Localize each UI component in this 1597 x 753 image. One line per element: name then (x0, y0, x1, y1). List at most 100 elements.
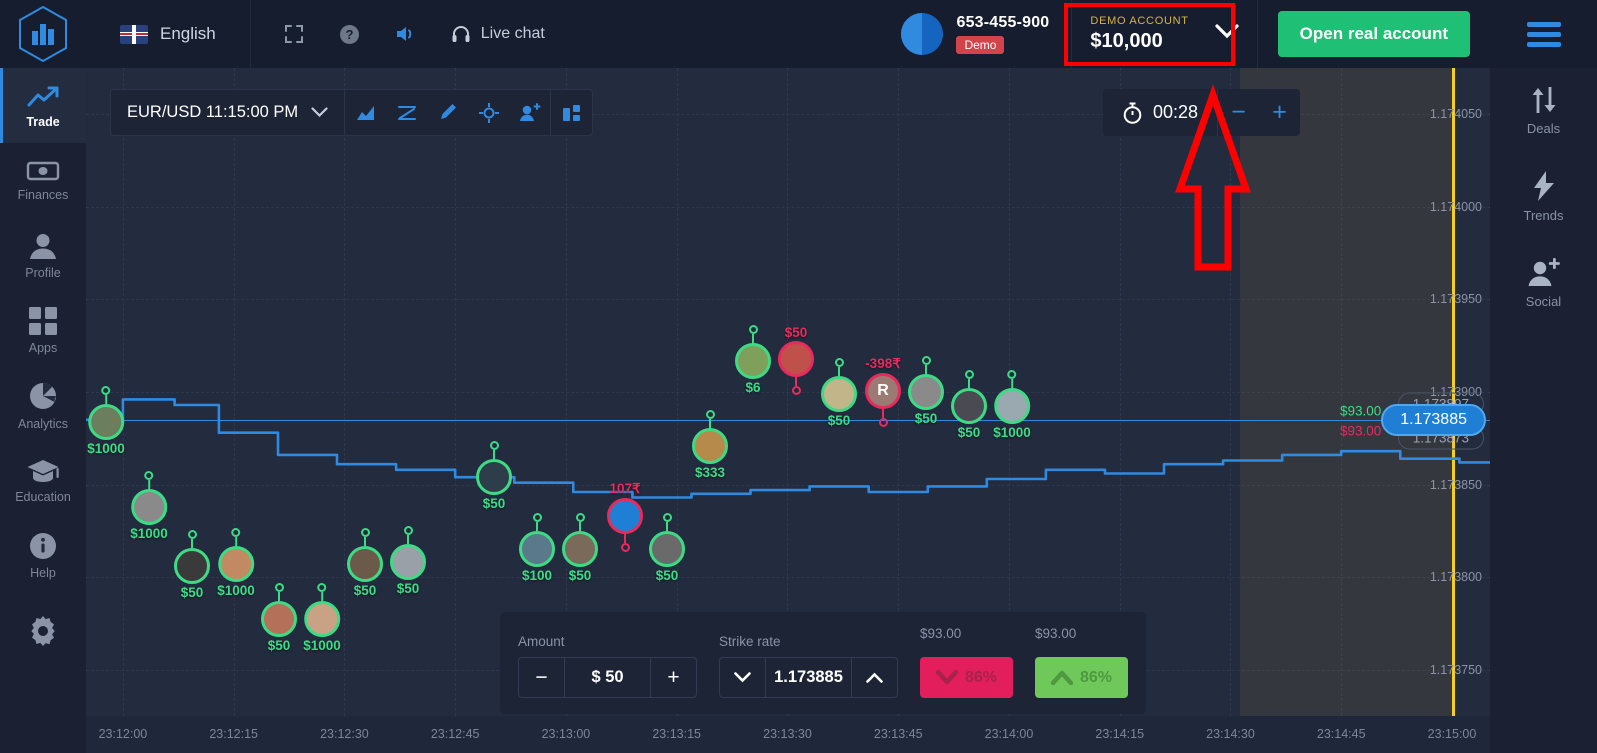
brand-logo[interactable] (0, 0, 86, 68)
sidebar-item-apps[interactable]: Apps (0, 293, 86, 368)
trade-marker[interactable]: $50 (821, 358, 857, 428)
price-tick-label: 1.173950 (1429, 292, 1482, 307)
sidebar-item-trends[interactable]: Trends (1490, 154, 1597, 240)
trade-marker[interactable]: $1000 (303, 583, 341, 653)
sidebar-item-analytics[interactable]: Analytics (0, 368, 86, 443)
chart-type-icon[interactable] (345, 90, 386, 135)
menu-button[interactable] (1490, 0, 1597, 68)
trader-avatar (908, 374, 944, 410)
price-tick-label: 1.173850 (1429, 477, 1482, 492)
sidebar-label-help: Help (30, 565, 56, 580)
language-selector[interactable]: English (86, 0, 250, 68)
sidebar-item-finances[interactable]: Finances (0, 143, 86, 218)
trader-avatar (692, 428, 728, 464)
timer-increase-button[interactable]: + (1272, 98, 1287, 126)
sidebar-item-profile[interactable]: Profile (0, 218, 86, 293)
sidebar-item-social[interactable]: Social (1490, 240, 1597, 326)
trader-avatar (390, 544, 426, 580)
trade-marker[interactable]: $50 (649, 513, 685, 583)
sidebar-item-trade[interactable]: Trade (0, 68, 86, 143)
chevron-down-icon (734, 672, 751, 683)
symbol-selector[interactable]: EUR/USD 11:15:00 PM (111, 90, 346, 135)
amount-decrease-button[interactable]: − (535, 665, 548, 689)
trade-marker[interactable]: $1000 (130, 471, 168, 541)
trade-marker[interactable]: 107₹ (607, 481, 643, 552)
call-up-button[interactable]: 86% (1035, 657, 1128, 698)
sound-icon[interactable] (394, 24, 416, 44)
account-info[interactable]: 653-455-900 Demo (891, 0, 1071, 68)
chart-toolbar: EUR/USD 11:15:00 PM (110, 89, 594, 136)
trade-amount-label: 107₹ (609, 481, 641, 496)
grid-icon (29, 306, 57, 335)
trade-marker-ring (964, 370, 974, 379)
layout-icon[interactable] (551, 90, 592, 135)
balance-selector[interactable]: DEMO ACCOUNT $10,000 (1064, 0, 1258, 68)
trade-marker[interactable]: $100 (519, 513, 555, 583)
balance-label: DEMO ACCOUNT (1090, 15, 1189, 27)
trade-marker[interactable]: $50 (476, 441, 512, 511)
trade-marker[interactable]: $50 (951, 370, 987, 440)
sidebar-item-deals[interactable]: Deals (1490, 68, 1597, 154)
trade-marker-stem (364, 537, 366, 546)
trade-marker[interactable]: $1000 (993, 370, 1031, 440)
trade-panel: Amount − $ 50 + Strike rate 1.173885 (500, 612, 1146, 714)
open-real-account-button[interactable]: Open real account (1277, 11, 1470, 57)
trade-marker[interactable]: $6 (735, 325, 771, 395)
divider (249, 0, 251, 68)
strike-decrease-button[interactable] (720, 658, 765, 697)
help-icon[interactable]: ? (339, 24, 360, 45)
trade-marker[interactable]: $50 (347, 528, 383, 598)
trade-marker[interactable]: $50 (174, 530, 210, 600)
crosshair-icon[interactable] (468, 90, 509, 135)
add-trader-icon[interactable] (509, 90, 550, 135)
trader-avatar (735, 343, 771, 379)
trade-amount-label: $50 (568, 568, 592, 583)
timer-decrease-button[interactable]: − (1231, 98, 1246, 126)
arrow-down-icon (935, 670, 958, 685)
trade-marker-ring (274, 583, 284, 592)
strike-rate-input[interactable]: 1.173885 (765, 658, 852, 697)
trade-marker[interactable]: $50 (261, 583, 297, 653)
sidebar-label-analytics: Analytics (17, 416, 69, 431)
time-tick-label: 23:14:45 (1316, 727, 1366, 741)
time-tick-label: 23:12:45 (430, 727, 480, 741)
trade-marker[interactable]: $50 (908, 356, 944, 426)
payout-up-percent: 86% (1079, 668, 1113, 686)
account-text: 653-455-900 Demo (956, 14, 1049, 54)
trade-amount-label: $1000 (993, 425, 1031, 440)
trade-marker[interactable]: R -398₹ (865, 356, 901, 427)
trade-marker-ring (748, 325, 758, 334)
strike-increase-button[interactable] (852, 658, 897, 697)
indicator-icon[interactable] (386, 90, 427, 135)
sidebar-item-settings[interactable] (0, 593, 86, 668)
trade-marker[interactable]: $333 (692, 410, 728, 480)
trader-avatar (951, 388, 987, 424)
trade-marker-stem (666, 522, 668, 531)
arrows-updown-icon (1532, 87, 1555, 113)
trade-marker[interactable]: $50 (390, 526, 426, 596)
time-tick-label: 23:15:00 (1427, 727, 1477, 741)
trade-marker-stem (104, 395, 107, 404)
trade-marker-stem (795, 377, 797, 386)
trade-marker-ring (921, 356, 931, 365)
price-tick-label: 1.174050 (1429, 107, 1482, 122)
amount-input[interactable]: $ 50 (564, 658, 651, 697)
trade-marker-ring (1007, 370, 1017, 379)
current-price-pill: 1.173885 (1381, 403, 1486, 436)
amount-increase-button[interactable]: + (667, 665, 680, 689)
sidebar-item-education[interactable]: Education (0, 443, 86, 518)
trader-avatar: R (865, 373, 901, 409)
fullscreen-icon[interactable] (283, 23, 305, 45)
sidebar-item-help[interactable]: Help (0, 518, 86, 593)
pencil-icon[interactable] (427, 90, 468, 135)
price-chart[interactable]: $1000 $1000 $50 $1000 $50 $1000 $50 $50 $50 $100 $… (86, 68, 1490, 753)
trade-marker[interactable]: $1000 (87, 386, 125, 456)
trade-marker[interactable]: $1000 (217, 528, 255, 598)
put-down-button[interactable]: 86% (920, 657, 1013, 698)
trade-marker[interactable]: $50 (778, 325, 814, 395)
trade-marker-stem (882, 409, 884, 418)
trade-marker[interactable]: $50 (562, 513, 598, 583)
live-chat-button[interactable]: Live chat (450, 23, 545, 45)
chevron-down-icon[interactable] (1215, 24, 1239, 44)
